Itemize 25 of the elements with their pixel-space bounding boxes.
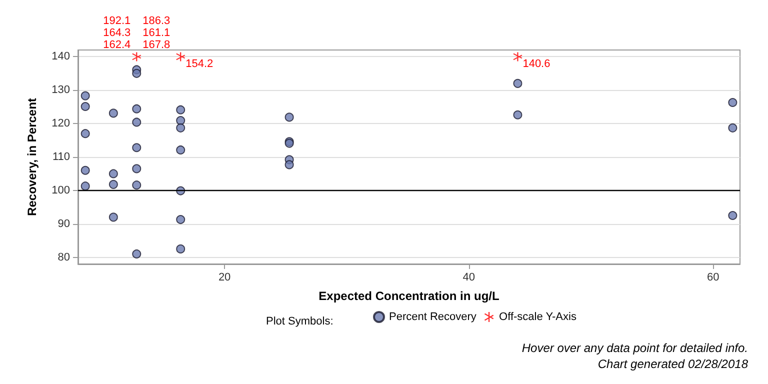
y-tick-label: 100 <box>52 184 70 196</box>
y-tick-label: 130 <box>52 84 70 96</box>
x-tick-label: 60 <box>707 272 720 284</box>
annotation: 192.1 <box>103 15 131 28</box>
y-tick-label: 90 <box>58 218 70 230</box>
annotation: 140.6 <box>522 58 550 70</box>
annotation: 164.3 <box>103 27 131 40</box>
legend-title: Plot Symbols: <box>266 316 334 328</box>
text: Chart generated 02/28/2018 <box>598 357 748 371</box>
annotation: 154.2 <box>186 58 214 70</box>
y-tick-label: 120 <box>52 118 70 130</box>
x-tick-label: 20 <box>218 272 231 284</box>
x-tick-label: 40 <box>462 272 475 284</box>
legend-label: Off-scale Y-Axis <box>499 311 577 323</box>
y-tick-label: 140 <box>52 50 70 63</box>
y-tick-label: 80 <box>58 251 70 264</box>
text: Hover over any data point for detailed info. <box>522 341 748 355</box>
annotation: 161.1 <box>142 27 170 40</box>
y-tick-label: 110 <box>52 151 70 163</box>
legend-label: Percent Recovery <box>389 311 477 323</box>
y-axis-title: Recovery, in Percent <box>25 98 39 216</box>
x-axis-title: Expected Concentration in ug/L <box>318 289 500 303</box>
annotation: 162.4 <box>103 39 131 52</box>
annotation: 186.3 <box>142 15 170 28</box>
annotation: 167.8 <box>142 39 170 52</box>
